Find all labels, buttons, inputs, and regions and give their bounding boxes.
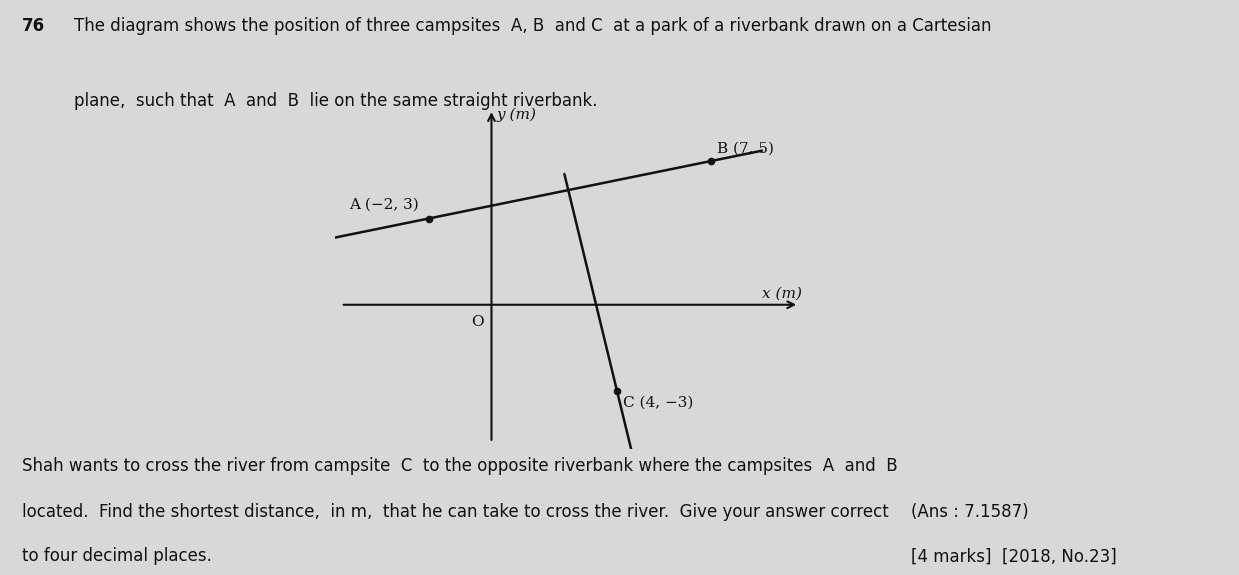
Text: x (m): x (m) [762,286,802,300]
Text: (Ans : 7.1587): (Ans : 7.1587) [911,503,1028,521]
Text: A (−2, 3): A (−2, 3) [349,197,419,211]
Text: Shah wants to cross the river from campsite  C  to the opposite riverbank where : Shah wants to cross the river from camps… [22,457,898,475]
Text: [4 marks]  [2018, No.23]: [4 marks] [2018, No.23] [911,547,1116,565]
Text: 76: 76 [22,17,46,35]
Text: plane,  such that  A  and  B  lie on the same straight riverbank.: plane, such that A and B lie on the same… [74,92,598,110]
Text: C (4, −3): C (4, −3) [623,396,694,409]
Text: The diagram shows the position of three campsites  A, B  and C  at a park of a r: The diagram shows the position of three … [74,17,992,35]
Text: to four decimal places.: to four decimal places. [22,547,212,565]
Text: B (7, 5): B (7, 5) [717,141,774,155]
Text: located.  Find the shortest distance,  in m,  that he can take to cross the rive: located. Find the shortest distance, in … [22,503,890,521]
Text: O: O [471,315,483,329]
Text: y (m): y (m) [496,108,536,122]
